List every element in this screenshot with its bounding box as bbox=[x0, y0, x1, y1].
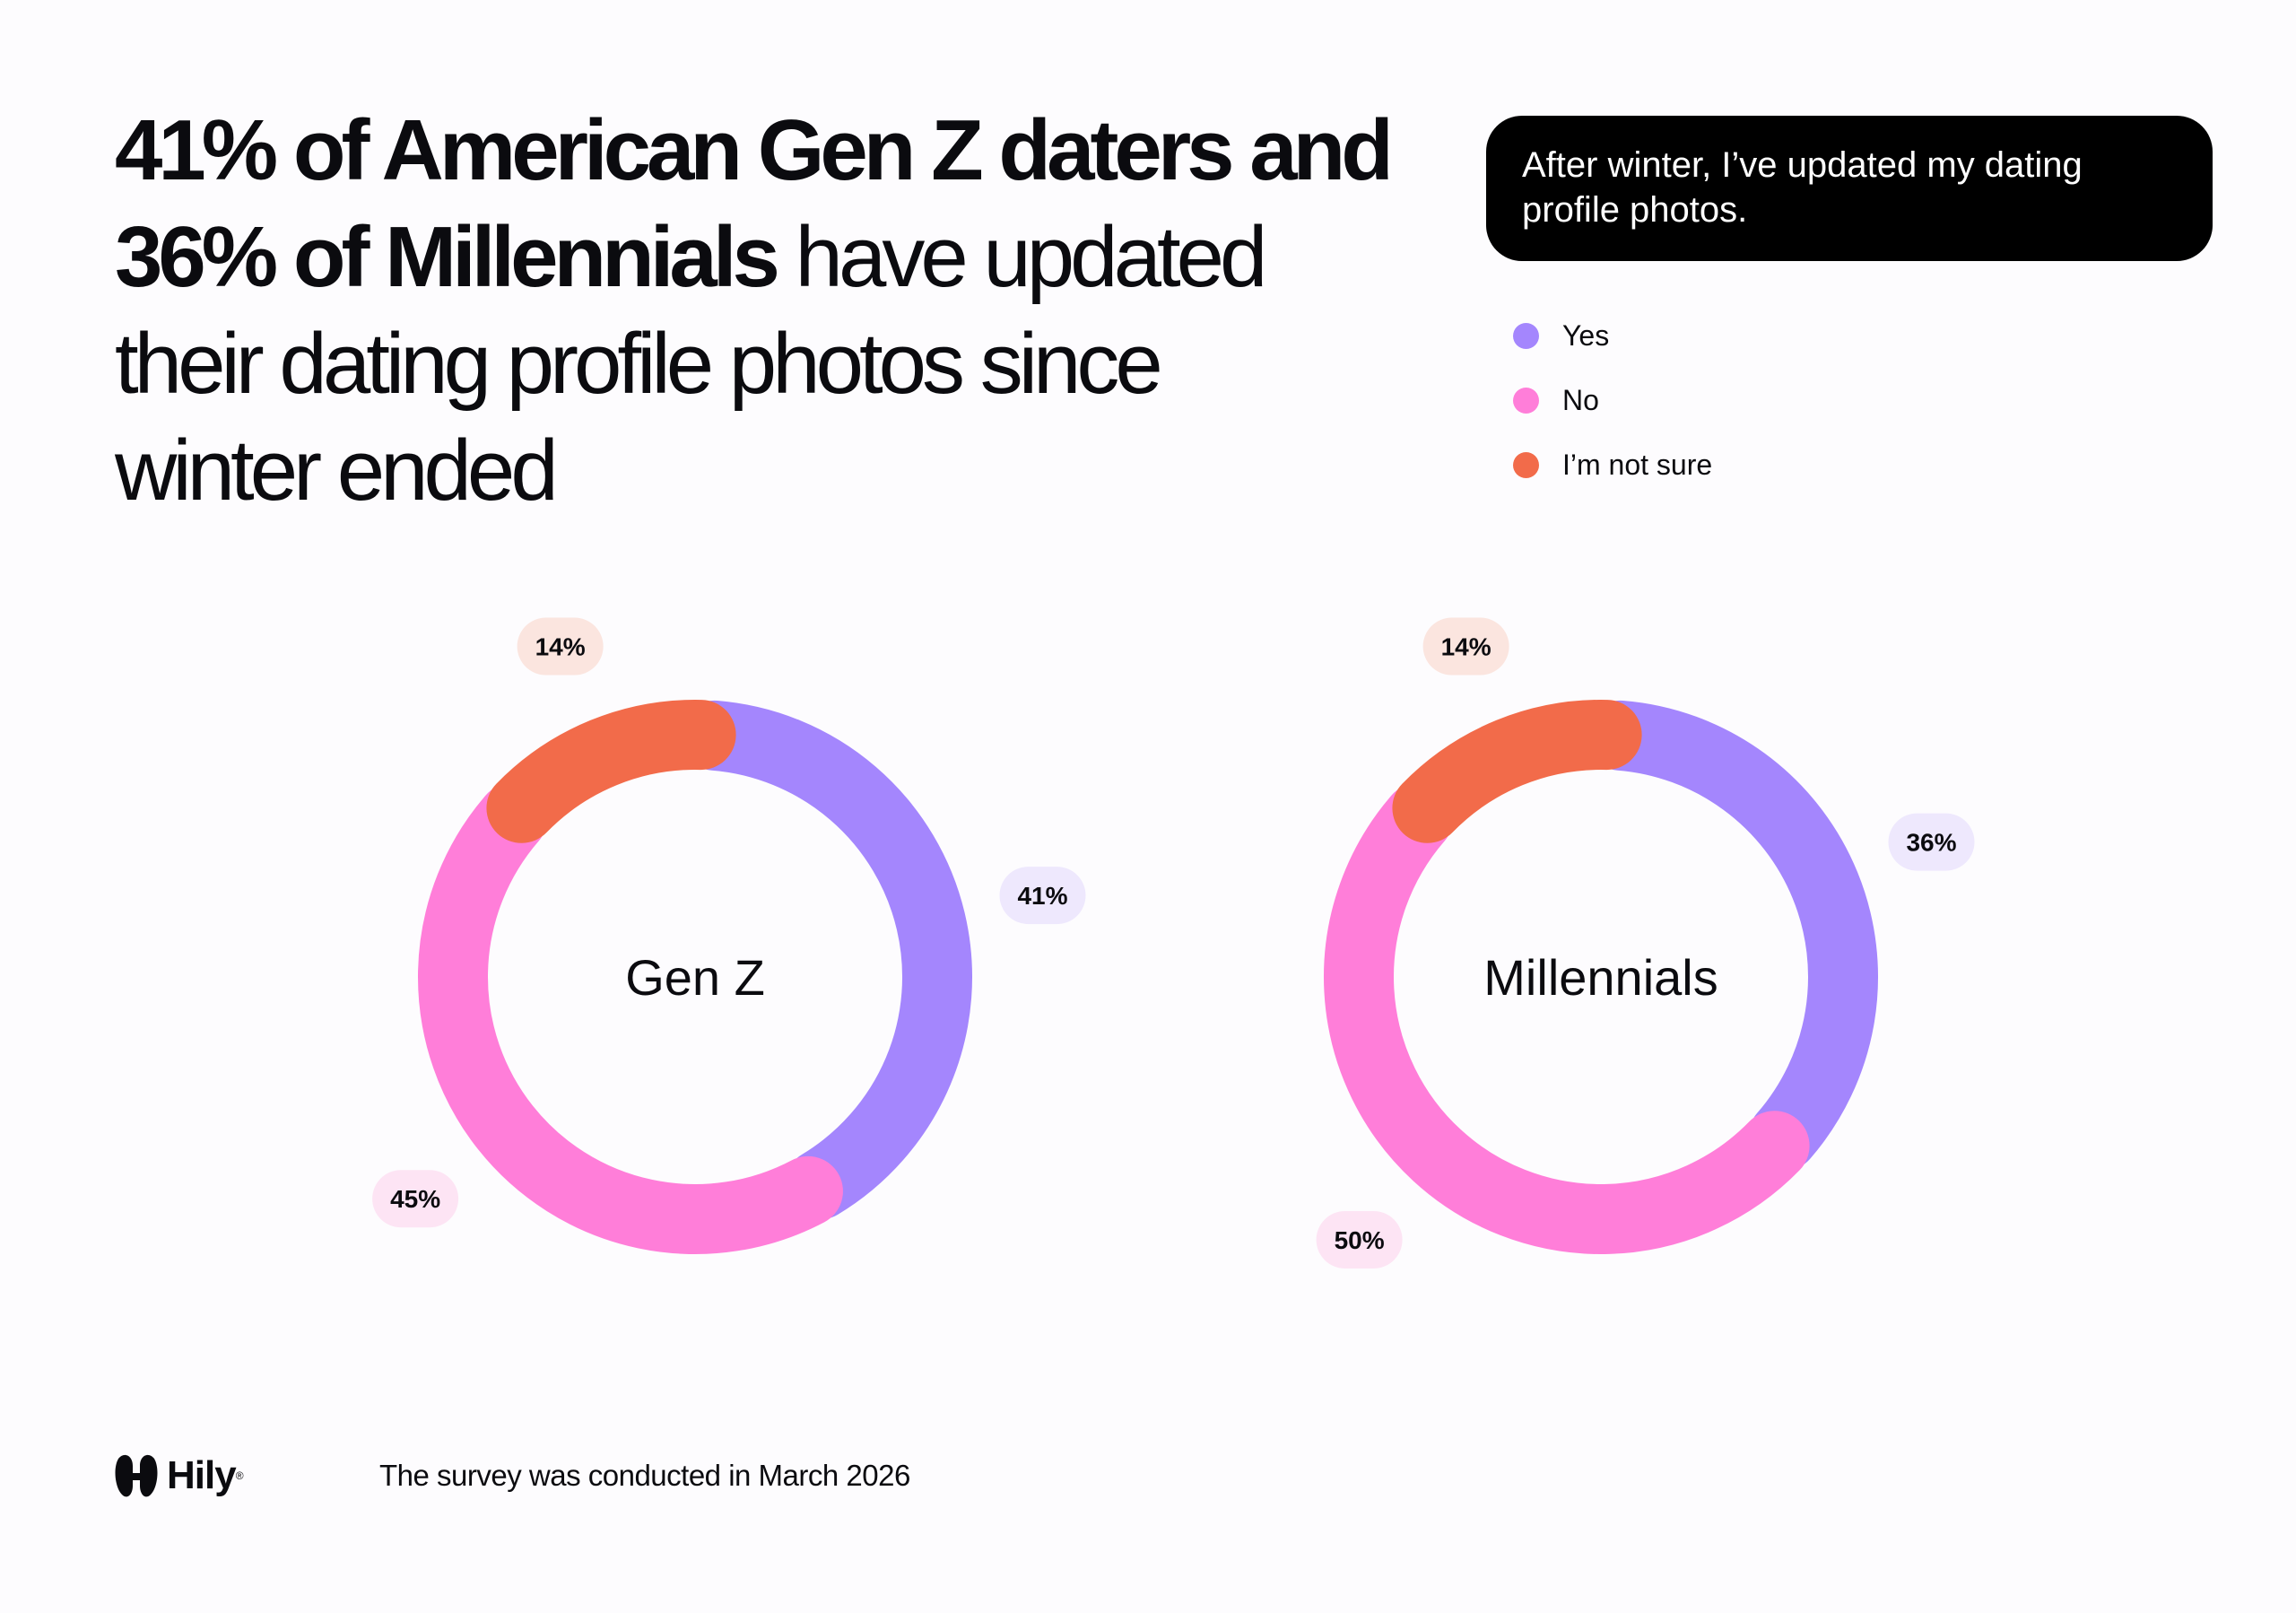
data-label-no: 50% bbox=[1335, 1226, 1385, 1254]
donut-segment-yes bbox=[1585, 700, 1878, 1172]
data-label-not-sure: 14% bbox=[535, 633, 586, 661]
headline-bold-1: 41% of American Gen Z daters and bbox=[115, 102, 1394, 198]
donut-center-label: Millennials bbox=[1483, 949, 1718, 1006]
brand-registered-mark: ® bbox=[235, 1469, 244, 1482]
legend-dot-no bbox=[1513, 387, 1539, 414]
data-label-not-sure: 14% bbox=[1441, 633, 1492, 661]
donut-segment-not-sure bbox=[1392, 700, 1642, 843]
headline-text-2: their dating profile photos since bbox=[115, 316, 1163, 412]
question-box: After winter, I’ve updated my dating pro… bbox=[1486, 116, 2213, 261]
label-pill-no bbox=[1316, 1210, 1403, 1269]
donut-center-label: Gen Z bbox=[625, 949, 765, 1006]
label-pill-no bbox=[372, 1170, 459, 1228]
label-pill-yes bbox=[999, 867, 1086, 925]
headline-text-1: have updated bbox=[775, 209, 1268, 305]
legend-dot-not-sure bbox=[1513, 451, 1539, 478]
legend-item-not-sure: I’m not sure bbox=[1513, 432, 1712, 497]
headline: 41% of American Gen Z daters and 36% of M… bbox=[115, 97, 1442, 524]
label-pill-not-sure bbox=[1422, 617, 1509, 676]
legend-item-no: No bbox=[1513, 368, 1712, 432]
headline-bold-2: 36% of Millennials bbox=[115, 209, 780, 305]
chart-millennials: 36% 50% 14% Millennials bbox=[1316, 617, 1975, 1269]
label-pill-not-sure bbox=[517, 617, 604, 676]
data-label-no: 45% bbox=[390, 1185, 440, 1213]
legend-dot-yes bbox=[1513, 322, 1539, 349]
hily-logo-icon bbox=[115, 1454, 158, 1497]
survey-note: The survey was conducted in March 2026 bbox=[379, 1459, 910, 1492]
legend-label-not-sure: I’m not sure bbox=[1562, 448, 1713, 481]
hily-logo: Hily ® bbox=[115, 1453, 244, 1498]
question-text: After winter, I’ve updated my dating pro… bbox=[1522, 145, 2083, 230]
data-label-yes: 36% bbox=[1906, 829, 1956, 857]
legend-item-yes: Yes bbox=[1513, 303, 1712, 368]
legend-label-no: No bbox=[1562, 383, 1599, 416]
donut-segment-no bbox=[1324, 782, 1810, 1254]
donut-segment-not-sure bbox=[486, 700, 736, 843]
legend-label-yes: Yes bbox=[1562, 318, 1610, 352]
headline-text-3: winter ended bbox=[115, 423, 559, 519]
legend: Yes No I’m not sure bbox=[1513, 303, 1712, 497]
label-pill-yes bbox=[1888, 813, 1975, 871]
donut-segment-yes bbox=[679, 700, 972, 1220]
donut-segment-no bbox=[418, 782, 843, 1254]
data-label-yes: 41% bbox=[1017, 882, 1067, 910]
chart-genz: 41% 45% 14% Gen Z bbox=[372, 617, 1086, 1254]
brand-name: Hily bbox=[167, 1453, 237, 1497]
